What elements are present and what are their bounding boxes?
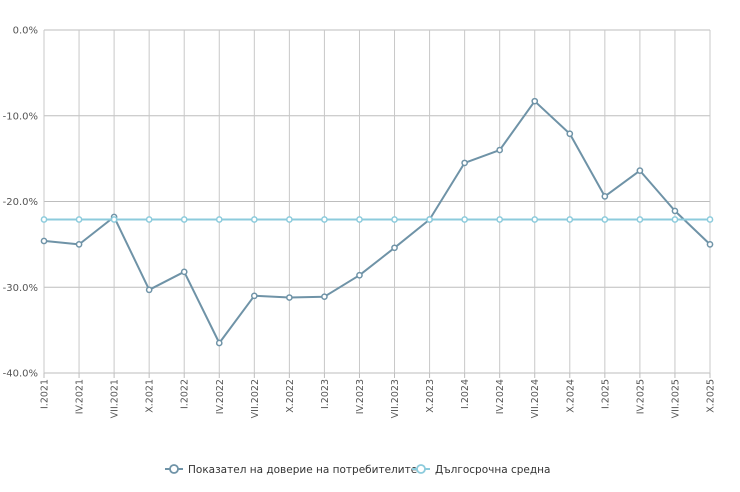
data-point[interactable] [496,216,504,223]
x-tick-label: IV.2022 [215,379,226,414]
data-point[interactable] [145,216,153,223]
y-tick-label: 0.0% [13,26,38,37]
data-point[interactable] [531,216,539,223]
legend-item-1[interactable]: Показател на доверие на потребителите [165,464,417,476]
x-tick-label: I.2021 [40,379,51,409]
x-tick-label: VII.2023 [390,379,401,418]
x-tick-label: VII.2021 [110,379,121,418]
x-tick-label: IV.2021 [75,379,86,414]
legend-label: Показател на доверие на потребителите [188,464,417,476]
y-axis-ticks: 0.0% -10.0% -20.0% -30.0% -40.0% [3,26,38,380]
y-tick-label: -10.0% [3,111,38,122]
data-point[interactable] [75,216,83,223]
data-point[interactable] [321,293,328,301]
data-point[interactable] [461,216,468,223]
series-layer [40,97,714,347]
data-point[interactable] [706,241,714,248]
legend-marker [416,464,426,474]
data-point[interactable] [391,244,398,252]
x-tick-label: X.2022 [285,379,296,413]
x-tick-label: X.2023 [425,379,436,413]
x-tick-label: IV.2024 [495,379,506,414]
series-line [43,100,711,344]
x-tick-label: X.2021 [145,379,156,413]
data-point[interactable] [321,216,328,223]
data-point[interactable] [145,286,153,294]
data-point[interactable] [180,216,188,223]
data-point[interactable] [356,271,363,279]
data-point[interactable] [250,216,258,223]
legend[interactable]: Показател на доверие на потребителите Дъл… [165,464,550,476]
data-point[interactable] [215,216,223,223]
data-point[interactable] [110,216,118,223]
data-point[interactable] [601,216,609,223]
legend-label: Дългосрочна средна [435,464,550,476]
data-point[interactable] [496,146,504,154]
x-tick-label: VII.2025 [670,379,681,418]
data-point[interactable] [356,216,363,223]
y-tick-label: -20.0% [3,197,38,208]
x-tick-label: X.2024 [565,379,576,413]
x-tick-label: IV.2023 [355,379,366,414]
y-tick-label: -30.0% [3,283,38,294]
data-point[interactable] [601,193,609,200]
series-1 [40,97,714,347]
x-tick-label: I.2024 [460,379,471,409]
x-tick-label: IV.2025 [635,379,646,414]
data-point[interactable] [286,294,293,301]
data-point[interactable] [75,241,83,248]
data-point[interactable] [180,268,188,276]
data-point[interactable] [40,237,48,245]
x-tick-label: I.2023 [320,379,331,409]
data-point[interactable] [461,159,468,167]
x-tick-label: X.2025 [706,379,717,413]
x-axis-ticks: I.2021 IV.2021 VII.2021 X.2021 I.2022 IV.2022… [40,379,717,418]
x-tick-label: I.2025 [600,379,611,409]
x-tick-label: VII.2022 [250,379,261,418]
data-point[interactable] [636,216,644,223]
y-tick-label: -40.0% [3,369,38,380]
data-point[interactable] [671,207,679,215]
x-tick-label: I.2022 [180,379,191,409]
data-point[interactable] [215,339,223,347]
data-point[interactable] [426,216,433,223]
data-point[interactable] [40,216,48,223]
legend-marker [169,464,179,474]
data-point[interactable] [671,216,679,223]
data-point[interactable] [566,130,574,138]
data-point[interactable] [706,216,714,223]
x-tick-label: VII.2024 [530,379,541,418]
data-point[interactable] [391,216,398,223]
data-point[interactable] [566,216,574,223]
data-point[interactable] [531,97,539,105]
series-2 [40,216,714,223]
data-point[interactable] [636,167,644,174]
data-point[interactable] [286,216,293,223]
data-point[interactable] [250,292,258,300]
grid [43,29,711,378]
legend-item-2[interactable]: Дългосрочна средна [412,464,550,476]
